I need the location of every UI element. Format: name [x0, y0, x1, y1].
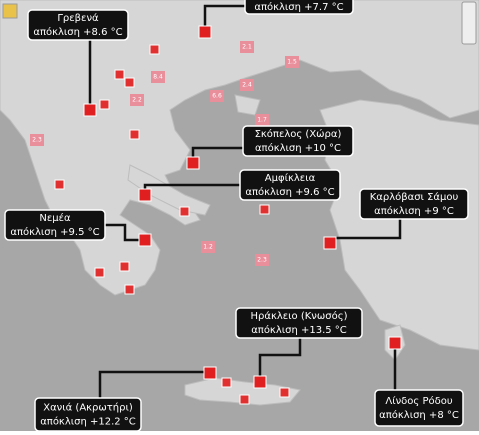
callout-arrow — [105, 223, 140, 242]
callout-box — [4, 209, 106, 241]
station-marker — [198, 25, 212, 39]
callout-value: απόκλιση +8 °C — [379, 409, 459, 421]
station-marker — [138, 233, 152, 247]
callout-box — [239, 169, 341, 201]
callout-box — [359, 188, 469, 220]
callout-arrow — [191, 146, 243, 160]
callout-name: Αμφίκλεια — [265, 172, 316, 184]
map-label-box — [30, 134, 44, 146]
callout-value: απόκλιση +9.5 °C — [10, 226, 99, 238]
map-label: 1.2 — [203, 244, 213, 251]
callout-value: απόκλιση +8.6 °C — [33, 26, 122, 38]
zoom-bar[interactable] — [461, 1, 477, 45]
map-label-box — [210, 90, 224, 102]
callout-box — [374, 389, 464, 427]
callout-box — [242, 125, 354, 157]
callout-name: Χανιά (Ακρωτήρι) — [43, 402, 133, 414]
station-marker — [388, 336, 402, 350]
map-label: 2.3 — [32, 137, 42, 144]
map-label: 1.5 — [287, 59, 297, 66]
station-marker — [83, 103, 97, 117]
map-label-box — [240, 79, 254, 91]
map-label: 2.2 — [132, 97, 142, 104]
station-marker — [186, 156, 200, 170]
callout-name: Λίνδος Ρόδου — [385, 395, 452, 407]
station-marker — [138, 188, 152, 202]
callout-box — [235, 307, 363, 339]
callout-value: απόκλιση +7.7 °C — [254, 1, 343, 13]
callout-arrow — [258, 338, 302, 377]
map-label-box — [255, 254, 269, 266]
callout-name: Νεμέα — [39, 212, 71, 224]
callout-box — [244, 0, 354, 15]
map-label-box — [130, 94, 144, 106]
map-label: 8.4 — [153, 74, 163, 81]
map-label: 2.3 — [257, 257, 267, 264]
callout-box — [27, 9, 129, 41]
station-marker — [253, 375, 267, 389]
map-label: 1.7 — [257, 117, 267, 124]
map-label-box — [285, 56, 299, 68]
map-label-box — [240, 41, 254, 53]
station-marker — [323, 236, 337, 250]
callout-name: Σκόπελος (Χώρα) — [255, 128, 342, 140]
map-label-box — [151, 71, 165, 83]
callout-value: απόκλιση +9 °C — [374, 205, 454, 217]
station-marker — [203, 366, 217, 380]
callout-value: απόκλιση +9.6 °C — [245, 186, 334, 198]
decor-markers — [54, 44, 290, 405]
callout-name: Καρλόβασι Σάμου — [370, 191, 459, 203]
callout-value: απόκλιση +13.5 °C — [251, 324, 347, 336]
map-label-box — [201, 241, 215, 253]
callout-name: Ηράκλειο (Κνωσός) — [250, 310, 347, 322]
map-label: 6.6 — [212, 93, 222, 100]
map-label-box — [255, 114, 269, 126]
info-icon[interactable] — [2, 3, 18, 19]
map-label: 2.4 — [242, 82, 252, 89]
callout-value: απόκλιση +10 °C — [255, 142, 341, 154]
callout-arrow — [203, 4, 245, 28]
callout-value: απόκλιση +12.2 °C — [40, 416, 136, 428]
map-label: 2.1 — [242, 44, 252, 51]
callout-arrow — [335, 219, 402, 240]
callout-arrow — [98, 370, 205, 398]
zoom-controls[interactable] — [2, 1, 477, 45]
callout-name: Γρεβενά — [57, 12, 99, 24]
